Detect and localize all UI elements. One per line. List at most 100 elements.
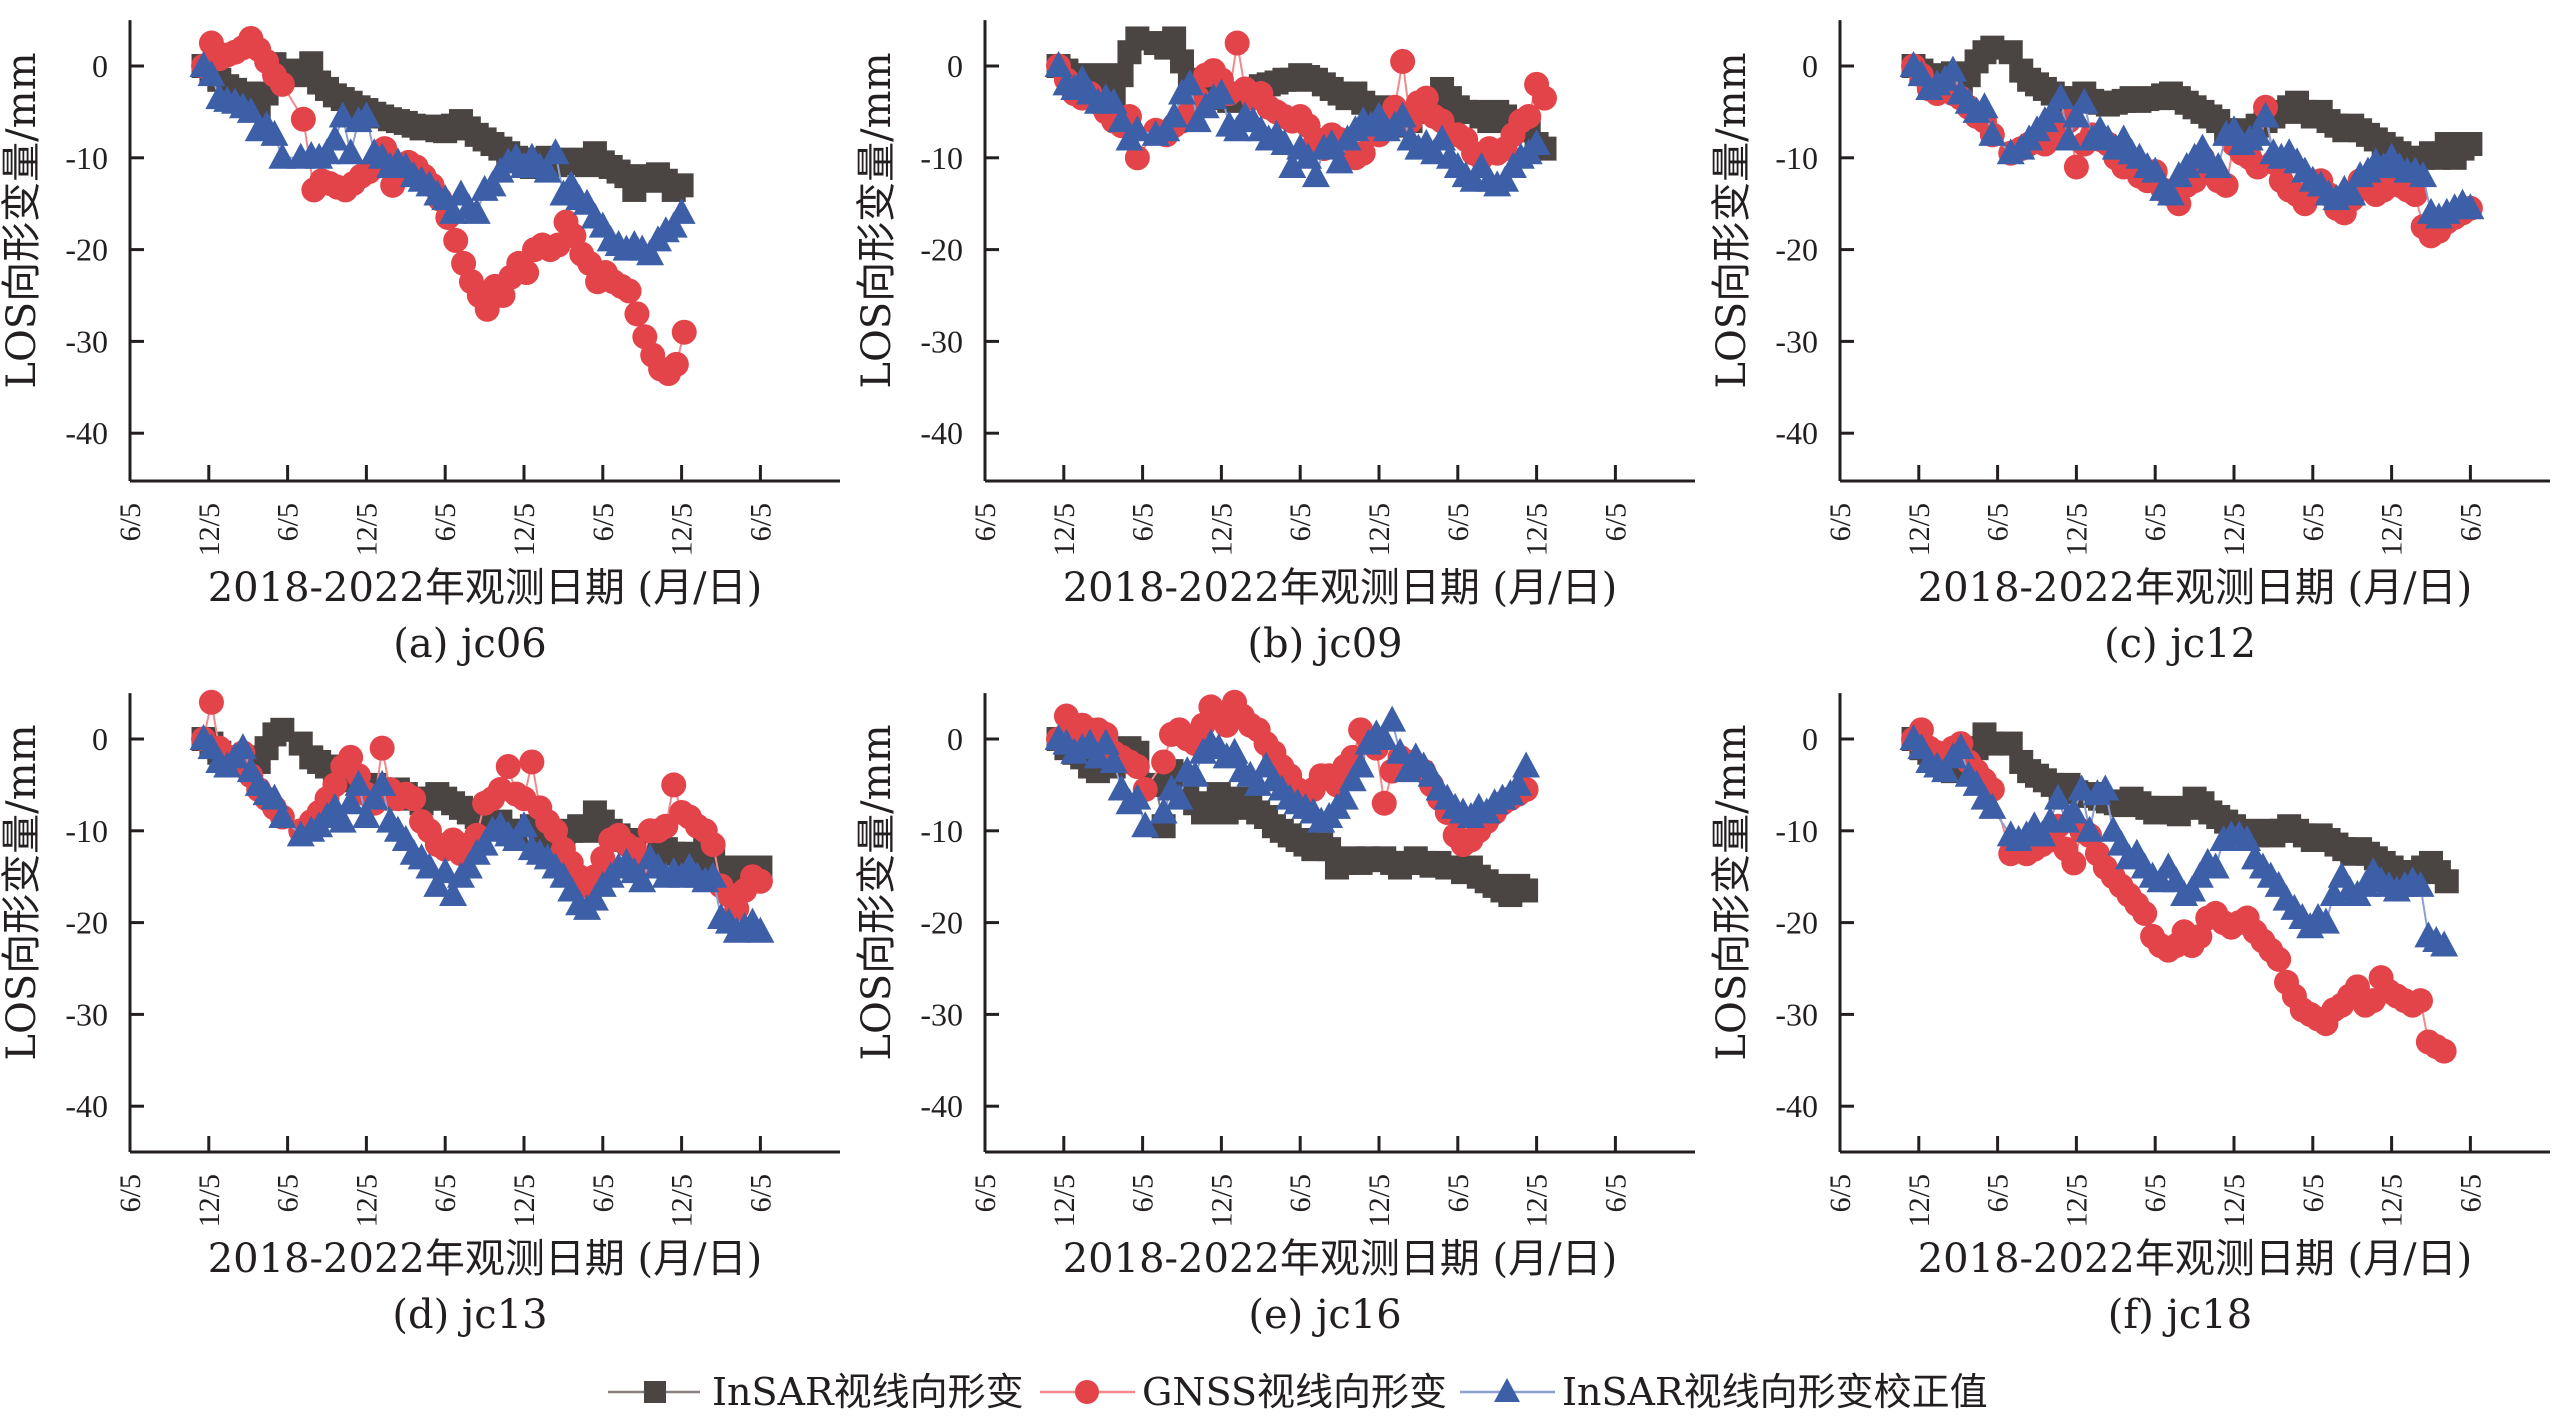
data-point-triangle (1978, 119, 2007, 146)
series-corrected (1044, 705, 1541, 838)
x-tick-label: 6/5 (1599, 503, 1632, 541)
y-tick-label: -20 (1775, 232, 1818, 268)
data-point-circle (747, 868, 773, 894)
data-point-triangle (1504, 769, 1533, 796)
data-point-triangle (1301, 161, 1330, 188)
data-point-triangle (1946, 733, 1975, 760)
x-tick-label: 6/5 (1284, 1174, 1317, 1212)
data-point-triangle (236, 96, 265, 123)
legend-label-insar: InSAR视线向形变 (712, 1370, 1024, 1414)
data-point-triangle (1325, 147, 1354, 174)
y-tick-label: -10 (920, 140, 963, 176)
data-point-triangle (328, 806, 357, 833)
data-point-triangle (1512, 751, 1541, 778)
x-tick-label: 6/5 (1982, 1174, 2015, 1212)
data-point-triangle (1183, 106, 1212, 133)
x-axis-label: 2018-2022年观测日期 (月/日) (1918, 1236, 2473, 1282)
x-axis-label: 2018-2022年观测日期 (月/日) (208, 1236, 763, 1282)
data-point-triangle (1522, 129, 1551, 156)
y-tick-label: -30 (920, 996, 963, 1032)
legend-label-corrected: InSAR视线向形变校正值 (1562, 1370, 1988, 1414)
data-point-triangle (2054, 124, 2083, 151)
data-point-circle (671, 319, 697, 345)
x-tick-label: 12/5 (193, 503, 226, 556)
data-point-circle (198, 689, 224, 715)
data-point-triangle (2204, 151, 2233, 178)
data-point-triangle (2044, 783, 2073, 810)
legend-label-gnss: GNSS视线向形变 (1142, 1370, 1447, 1414)
x-tick-label: 6/5 (2139, 1174, 2172, 1212)
data-point-circle (401, 786, 427, 812)
data-point-triangle (1099, 87, 1128, 114)
data-point-triangle (1294, 142, 1323, 169)
x-tick-label: 6/5 (744, 1174, 777, 1212)
x-tick-label: 12/5 (1205, 1174, 1238, 1227)
data-point-square (1514, 878, 1539, 903)
data-point-circle (1151, 749, 1177, 775)
chart-panel-6: 0 -10 -20 -30 -40 6/5 12/5 6/5 12/5 6/5 12/5 6/5 12/… (1709, 693, 2550, 1338)
y-tick-label: -30 (920, 323, 963, 359)
data-point-triangle (2243, 119, 2272, 146)
series-corrected (189, 724, 775, 943)
x-tick-label: 6/5 (272, 1174, 305, 1212)
y-tick-label: -30 (65, 996, 108, 1032)
y-tick-label: -10 (920, 813, 963, 849)
data-point-circle (616, 278, 642, 304)
y-tick-label: -20 (65, 905, 108, 941)
x-tick-label: 6/5 (1824, 503, 1857, 541)
x-tick-label: 12/5 (1521, 1174, 1554, 1227)
data-point-triangle (1970, 92, 1999, 119)
data-point-triangle (1491, 165, 1520, 192)
data-point-triangle (439, 880, 468, 907)
y-tick-label: -20 (65, 232, 108, 268)
y-tick-label: -30 (1775, 323, 1818, 359)
data-point-triangle (2233, 824, 2262, 851)
data-point-triangle (2185, 861, 2214, 888)
y-tick-label: -40 (65, 1088, 108, 1124)
data-point-circle (2402, 182, 2428, 208)
y-axis-label: LOS向形变量/mm (1709, 53, 1755, 389)
data-point-triangle (478, 170, 507, 197)
data-point-triangle (636, 239, 665, 266)
legend-triangle-marker-icon (1494, 1378, 1520, 1402)
data-point-circle (2132, 900, 2158, 926)
legend-circle-marker-icon (1075, 1380, 1099, 1404)
chart-panel-4: 0 -10 -20 -30 -40 6/5 12/5 6/5 12/5 6/5 12/5 6/5 12/… (0, 689, 840, 1338)
y-tick-label: -10 (65, 813, 108, 849)
x-tick-label: 6/5 (114, 1174, 147, 1212)
x-tick-label: 12/5 (350, 1174, 383, 1227)
data-point-triangle (1346, 751, 1375, 778)
data-point-triangle (313, 138, 341, 165)
data-point-triangle (268, 142, 297, 169)
data-point-triangle (1338, 765, 1367, 792)
data-point-triangle (1278, 151, 1307, 178)
x-tick-label: 12/5 (2060, 1174, 2093, 1227)
data-point-triangle (1149, 797, 1178, 824)
data-point-triangle (2091, 774, 2120, 801)
data-point-triangle (328, 101, 357, 128)
data-point-triangle (2177, 875, 2206, 902)
x-axis-label: 2018-2022年观测日期 (月/日) (208, 565, 763, 611)
x-tick-label: 6/5 (744, 503, 777, 541)
data-point-circle (2431, 1038, 2457, 1064)
data-point-triangle (1388, 101, 1417, 128)
data-point-triangle (2038, 96, 2067, 123)
data-point-triangle (1091, 728, 1120, 755)
data-point-triangle (628, 866, 657, 893)
data-point-circle (2407, 988, 2433, 1014)
data-point-triangle (268, 802, 297, 829)
data-point-triangle (2062, 101, 2091, 128)
x-tick-label: 6/5 (587, 503, 620, 541)
series-corrected (1899, 51, 2485, 229)
data-point-triangle (1044, 51, 1073, 77)
x-tick-label: 12/5 (1048, 503, 1081, 556)
data-point-circle (624, 301, 650, 327)
data-point-triangle (2075, 815, 2104, 842)
panel-title: (f) jc18 (2108, 1292, 2252, 1338)
data-point-circle (2213, 172, 2239, 198)
data-point-triangle (667, 197, 696, 224)
panel-title: (d) jc13 (392, 1292, 547, 1338)
data-point-circle (1124, 754, 1150, 780)
data-point-triangle (1160, 101, 1189, 128)
